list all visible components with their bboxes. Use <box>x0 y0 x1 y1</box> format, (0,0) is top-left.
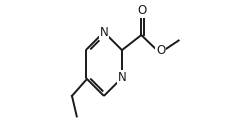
Text: N: N <box>118 71 126 84</box>
Text: N: N <box>100 26 108 39</box>
Text: O: O <box>138 4 147 17</box>
Text: O: O <box>156 44 165 57</box>
